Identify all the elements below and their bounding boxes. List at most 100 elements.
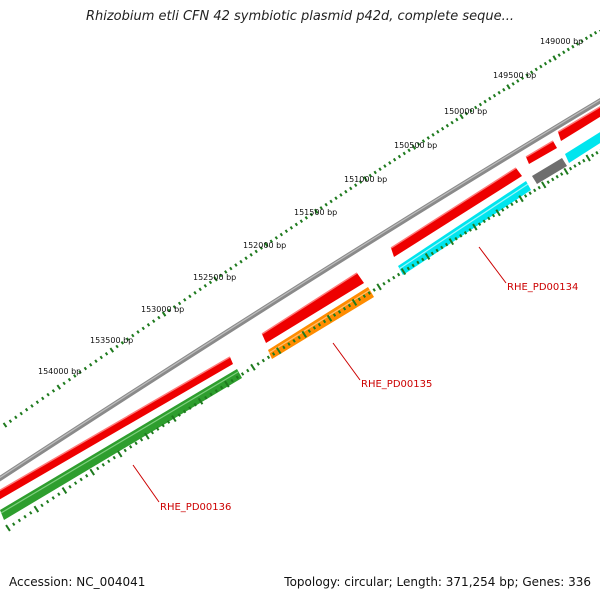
ruler-tick bbox=[259, 246, 263, 250]
ruler-tick bbox=[417, 142, 421, 146]
gene-forward-1[interactable] bbox=[0, 356, 233, 505]
ruler-tick bbox=[203, 284, 207, 288]
ruler-tick bbox=[326, 314, 333, 322]
ruler-tick bbox=[560, 172, 564, 176]
ruler-tick bbox=[523, 194, 528, 198]
ruler-tick bbox=[539, 64, 543, 69]
ruler-tick bbox=[264, 241, 269, 248]
ruler-label: 153000 bp bbox=[141, 305, 184, 314]
ruler-tick bbox=[492, 93, 497, 98]
ruler-tick bbox=[116, 450, 123, 458]
ruler-tick bbox=[349, 186, 353, 191]
gene-label-134[interactable]: RHE_PD00134 bbox=[478, 246, 578, 293]
ruler-tick bbox=[362, 294, 366, 298]
ruler-tick bbox=[426, 136, 430, 140]
ruler-tick bbox=[342, 306, 347, 311]
ruler-tick bbox=[271, 352, 276, 356]
ruler-tick bbox=[134, 441, 138, 446]
ruler-tick bbox=[249, 253, 253, 257]
ruler-tick bbox=[12, 522, 16, 527]
ruler-tick bbox=[392, 275, 396, 280]
ruler-tick bbox=[431, 133, 435, 137]
ruler-tick bbox=[483, 99, 487, 104]
ruler-tick bbox=[488, 96, 492, 101]
summary-text: Topology: circular; Length: 371,254 bp; … bbox=[284, 575, 591, 589]
ruler-tick bbox=[450, 120, 454, 125]
gene-forward-5[interactable] bbox=[557, 104, 600, 141]
gene-reverse-blue[interactable] bbox=[398, 181, 531, 275]
ruler-tick bbox=[376, 283, 382, 291]
ruler-tick bbox=[511, 82, 515, 86]
ruler-tick bbox=[177, 413, 181, 417]
ruler-tick bbox=[161, 311, 167, 317]
ruler-tick bbox=[156, 427, 160, 431]
ruler-tick bbox=[546, 180, 550, 184]
ruler-tick bbox=[406, 266, 410, 271]
gene-label-136[interactable]: RHE_PD00136 bbox=[132, 464, 231, 513]
ruler-tick bbox=[317, 322, 322, 327]
gene-forward-2[interactable] bbox=[261, 272, 364, 343]
ruler-tick bbox=[292, 339, 296, 343]
ruler-tick bbox=[495, 209, 501, 217]
ruler-tick bbox=[448, 238, 455, 246]
ruler-tick bbox=[589, 33, 593, 38]
ruler-tick bbox=[307, 329, 311, 333]
ruler-tick bbox=[57, 492, 61, 497]
ruler-tick bbox=[89, 363, 93, 367]
gene-label-135[interactable]: RHE_PD00135 bbox=[332, 342, 432, 390]
ruler-tick bbox=[506, 84, 511, 90]
gene-forward-3[interactable] bbox=[390, 167, 522, 257]
ruler-tick bbox=[104, 351, 109, 356]
ruler-tick bbox=[440, 245, 444, 250]
ruler-tick bbox=[373, 170, 377, 175]
ruler-tick bbox=[388, 161, 392, 165]
ruler-tick bbox=[230, 378, 234, 383]
ruler-tick bbox=[593, 30, 598, 35]
ruler-label: 150500 bp bbox=[394, 141, 437, 150]
ruler-tick bbox=[478, 102, 483, 107]
ruler-tick bbox=[73, 374, 77, 378]
ruler-tick bbox=[62, 381, 66, 386]
ruler-tick bbox=[51, 496, 55, 500]
gene-reverse-blue-2[interactable] bbox=[565, 129, 600, 163]
ruler-tick bbox=[533, 188, 537, 193]
ruler-tick bbox=[51, 389, 56, 393]
ruler-tick bbox=[46, 392, 50, 397]
ruler-tick bbox=[254, 249, 258, 254]
ruler-tick bbox=[235, 375, 240, 380]
ruler-tick bbox=[463, 231, 468, 235]
ruler-tick bbox=[256, 362, 260, 366]
ruler-tick bbox=[584, 36, 589, 41]
ruler-tick bbox=[537, 185, 541, 190]
gray-feature[interactable] bbox=[532, 158, 567, 184]
ruler-tick bbox=[440, 126, 445, 131]
ruler-tick bbox=[337, 310, 342, 314]
ruler-tick bbox=[99, 355, 103, 360]
ruler-tick bbox=[224, 270, 228, 274]
gene-forward-4[interactable] bbox=[525, 140, 557, 164]
accession-text: Accession: NC_004041 bbox=[9, 575, 146, 589]
ruler-tick bbox=[289, 226, 294, 230]
ruler-tick bbox=[351, 298, 358, 306]
ruler-tick bbox=[40, 503, 44, 508]
ruler-tick bbox=[246, 368, 250, 373]
gene-reverse-green[interactable] bbox=[0, 369, 242, 520]
ruler-tick bbox=[282, 345, 286, 350]
ruler-tick bbox=[334, 196, 338, 200]
ruler-tick bbox=[61, 487, 68, 494]
ruler-tick bbox=[430, 251, 434, 256]
ruler-label: 149500 bp bbox=[493, 71, 536, 80]
ruler-tick bbox=[502, 87, 506, 92]
ruler-tick bbox=[214, 389, 219, 393]
ruler-tick bbox=[347, 303, 352, 308]
ruler-tick bbox=[566, 47, 570, 52]
ruler-tick bbox=[510, 202, 514, 207]
ruler-tick bbox=[5, 524, 11, 532]
ruler-tick bbox=[68, 485, 72, 489]
ruler-label: 150000 bp bbox=[444, 107, 487, 116]
ruler-tick bbox=[541, 181, 547, 189]
ruler-tick bbox=[368, 173, 372, 178]
ruler-tick bbox=[354, 183, 358, 188]
ruler-tick bbox=[151, 319, 156, 324]
